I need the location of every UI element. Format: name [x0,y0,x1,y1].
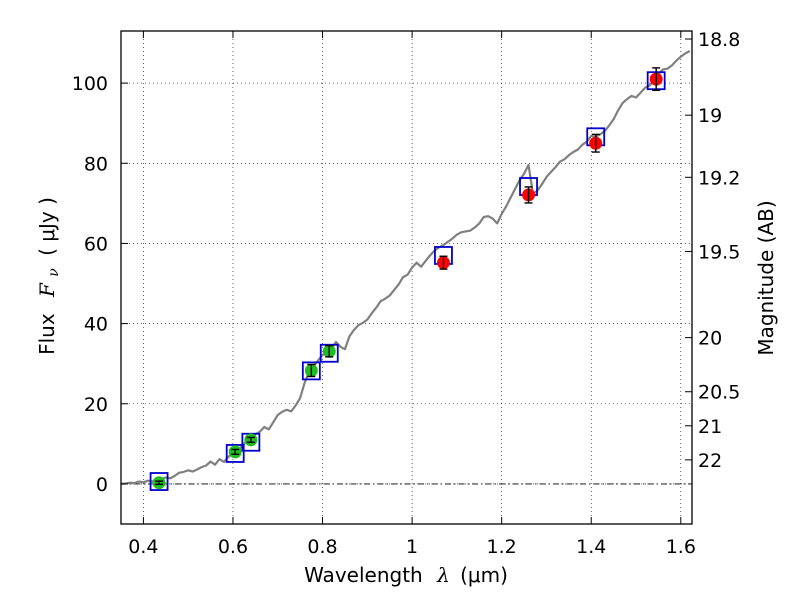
magnitude-tick-label: 21 [698,416,722,438]
x-tick-label: 1 [406,536,418,558]
y-tick-label: 100 [72,73,108,95]
x-axis-label: Wavelength λ (μm) [304,563,508,587]
observations-layer [152,67,663,490]
y-axis-label-unit: ( μJy ) [35,197,59,256]
magnitude-tick-label: 20 [698,328,722,350]
plot-frame [120,30,693,525]
magnitude-tick-label: 19 [698,105,722,127]
magnitude-tick-label: 22 [698,450,722,472]
x-tick-label: 0.6 [218,536,248,558]
spectrum-line [120,50,691,485]
magnitude-tick-label: 19.2 [698,167,740,189]
axis-ticks [121,31,692,524]
magnitude-tick-labels: 18.8 19 19.2 19.5 20 20.5 21 22 [698,29,740,472]
y-axis-label-subscript: ν [46,268,62,277]
y-tick-label: 40 [84,314,108,336]
x-tick-label: 0.4 [128,536,158,558]
x-tick-labels: 0.4 0.6 0.8 1 1.2 1.4 1.6 [128,536,696,558]
x-tick-label: 0.8 [307,536,337,558]
y-tick-label: 80 [84,153,108,175]
y-tick-label: 0 [96,474,108,496]
model-photometry-marker [149,472,169,491]
magnitude-tick-label: 18.8 [698,29,740,51]
model-photometry-marker [225,444,245,463]
y-tick-labels: 0 20 40 60 80 100 [72,73,108,496]
spectrum-layer [120,50,691,485]
x-tick-label: 1.2 [487,536,517,558]
x-axis-label-symbol: λ [436,563,450,587]
y-axis-label-symbol: F [35,282,59,298]
y-axis-label-text: Flux [35,313,59,355]
y-tick-label: 60 [84,233,108,255]
x-tick-label: 1.6 [666,536,696,558]
y-tick-label: 20 [84,394,108,416]
magnitude-tick-label: 19.5 [698,241,740,263]
y-axis-label: Flux F ν ( μJy ) [35,197,63,355]
magnitude-axis-label: Magnitude (AB) [754,200,778,355]
x-tick-label: 1.4 [576,536,606,558]
x-axis-label-unit: (μm) [460,563,508,587]
x-axis-label-text: Wavelength [304,563,423,587]
model-photometry-marker [301,361,321,381]
plot-region [120,50,691,491]
magnitude-tick-label: 20.5 [698,382,740,404]
